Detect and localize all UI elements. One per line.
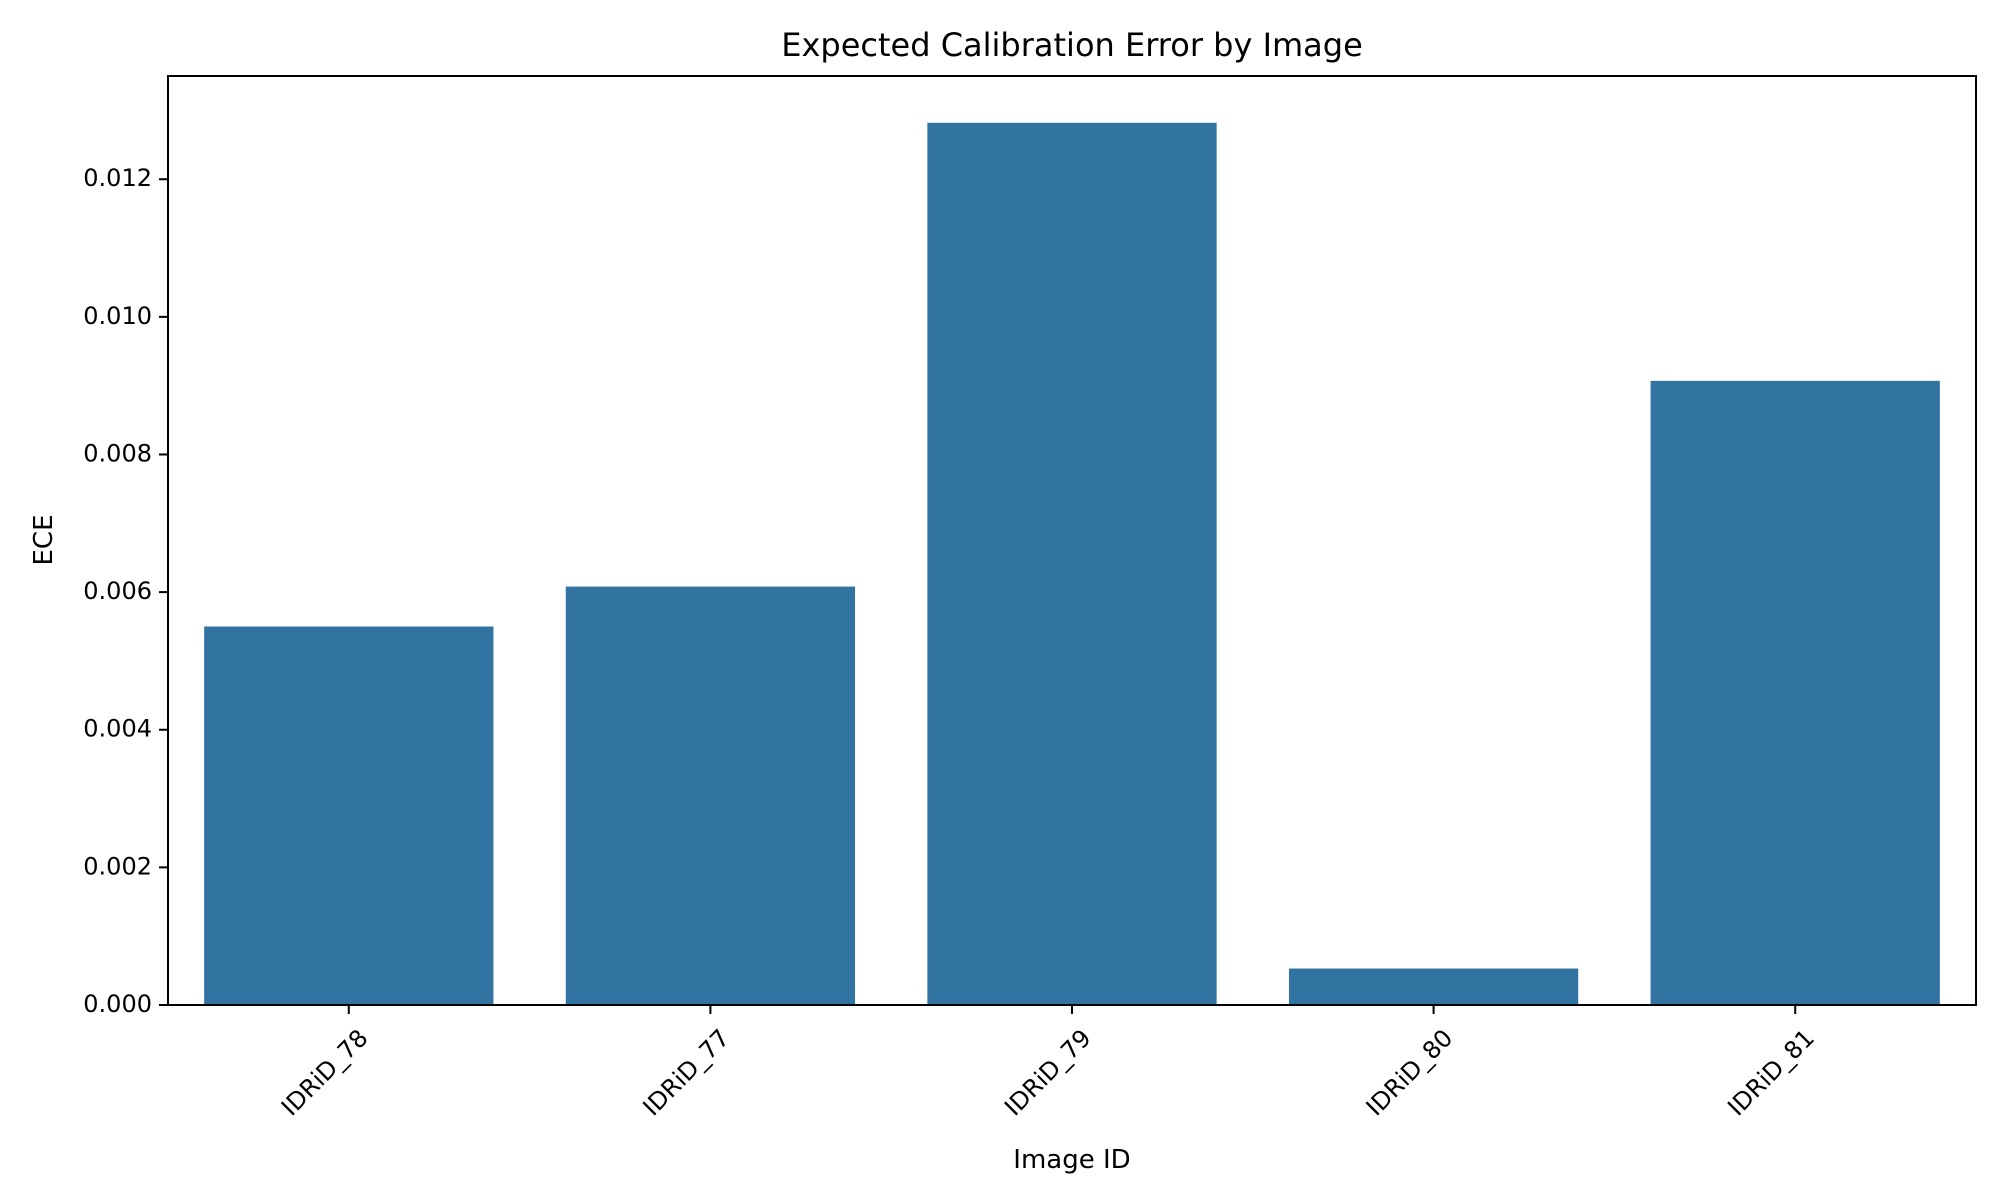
bar-idrid-77	[565, 586, 856, 1005]
bar-idrid-78	[204, 626, 494, 1005]
bar-idrid-80	[1288, 968, 1579, 1005]
chart-title: Expected Calibration Error by Image	[781, 26, 1363, 64]
bar-idrid-79	[927, 122, 1217, 1006]
y-tick-label: 0.006	[83, 577, 152, 605]
x-axis-label: Image ID	[1013, 1145, 1130, 1175]
y-tick-label: 0.008	[83, 439, 152, 467]
bar-idrid-81	[1650, 380, 1940, 1006]
y-axis-ticks: 0.000 0.002 0.004 0.006 0.008 0.010 0.012	[83, 164, 168, 1018]
y-tick-label: 0.010	[83, 302, 152, 330]
y-tick-label: 0.004	[83, 715, 152, 743]
y-tick-label: 0.000	[83, 990, 152, 1018]
y-tick-label: 0.012	[83, 164, 152, 192]
bars	[204, 122, 1940, 1006]
y-tick-label: 0.002	[83, 852, 152, 880]
y-axis-label: ECE	[29, 514, 59, 565]
plot-frame	[167, 75, 1977, 1006]
